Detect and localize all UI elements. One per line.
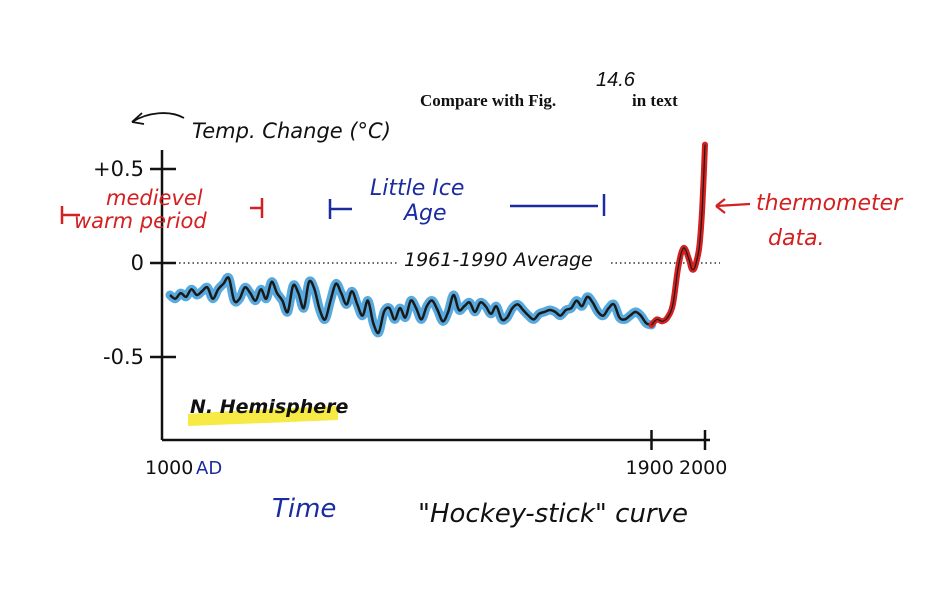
y-tick-label-0: +0.5 (93, 157, 144, 181)
thermometer-arrowhead-icon (715, 198, 726, 214)
x-axis-label: Time (272, 494, 336, 524)
series-thermometer-fill (648, 141, 708, 328)
y-tick-label-1: 0 (131, 251, 144, 275)
x-ticks: 1000 1900 2000 AD (145, 430, 727, 479)
thermometer-label-line2: data. (768, 226, 825, 251)
thermometer-label-line1: thermometer (756, 191, 904, 216)
x-tick-label-0: 1000 (145, 457, 193, 479)
chart-subtitle: "Hockey-stick" curve (418, 499, 688, 529)
thermometer-arrow-icon (715, 202, 751, 208)
figure-number: 14.6 (596, 69, 636, 91)
average-reference-label: 1961-1990 Average (404, 249, 593, 271)
series-pre1900-line (169, 276, 652, 335)
panel-label: N. Hemisphere (190, 396, 349, 418)
x-tick-suffix: AD (196, 458, 222, 479)
average-label-background (398, 247, 608, 273)
y-tick-label-2: -0.5 (103, 345, 144, 369)
panel-label-highlight (188, 406, 338, 426)
chart-title: Compare with Fig. (420, 91, 556, 110)
little-ice-age-label-line2: Age (402, 201, 447, 226)
y-ticks: +0.5 0 -0.5 (93, 157, 176, 369)
x-tick-label-1: 1900 (626, 457, 674, 479)
ylabel-arrow-icon (131, 112, 185, 123)
medieval-label-line2: warm period (74, 209, 207, 233)
y-axis-label: Temp. Change (°C) (192, 119, 391, 143)
ylabel-arrowhead-icon (131, 112, 145, 125)
little-ice-age-label-line1: Little Ice (370, 176, 464, 201)
series-thermometer-outline (651, 144, 706, 326)
chart-title-suffix: in text (632, 91, 678, 110)
medieval-label-line1: medievel (106, 186, 203, 210)
x-tick-label-2: 2000 (679, 457, 727, 479)
